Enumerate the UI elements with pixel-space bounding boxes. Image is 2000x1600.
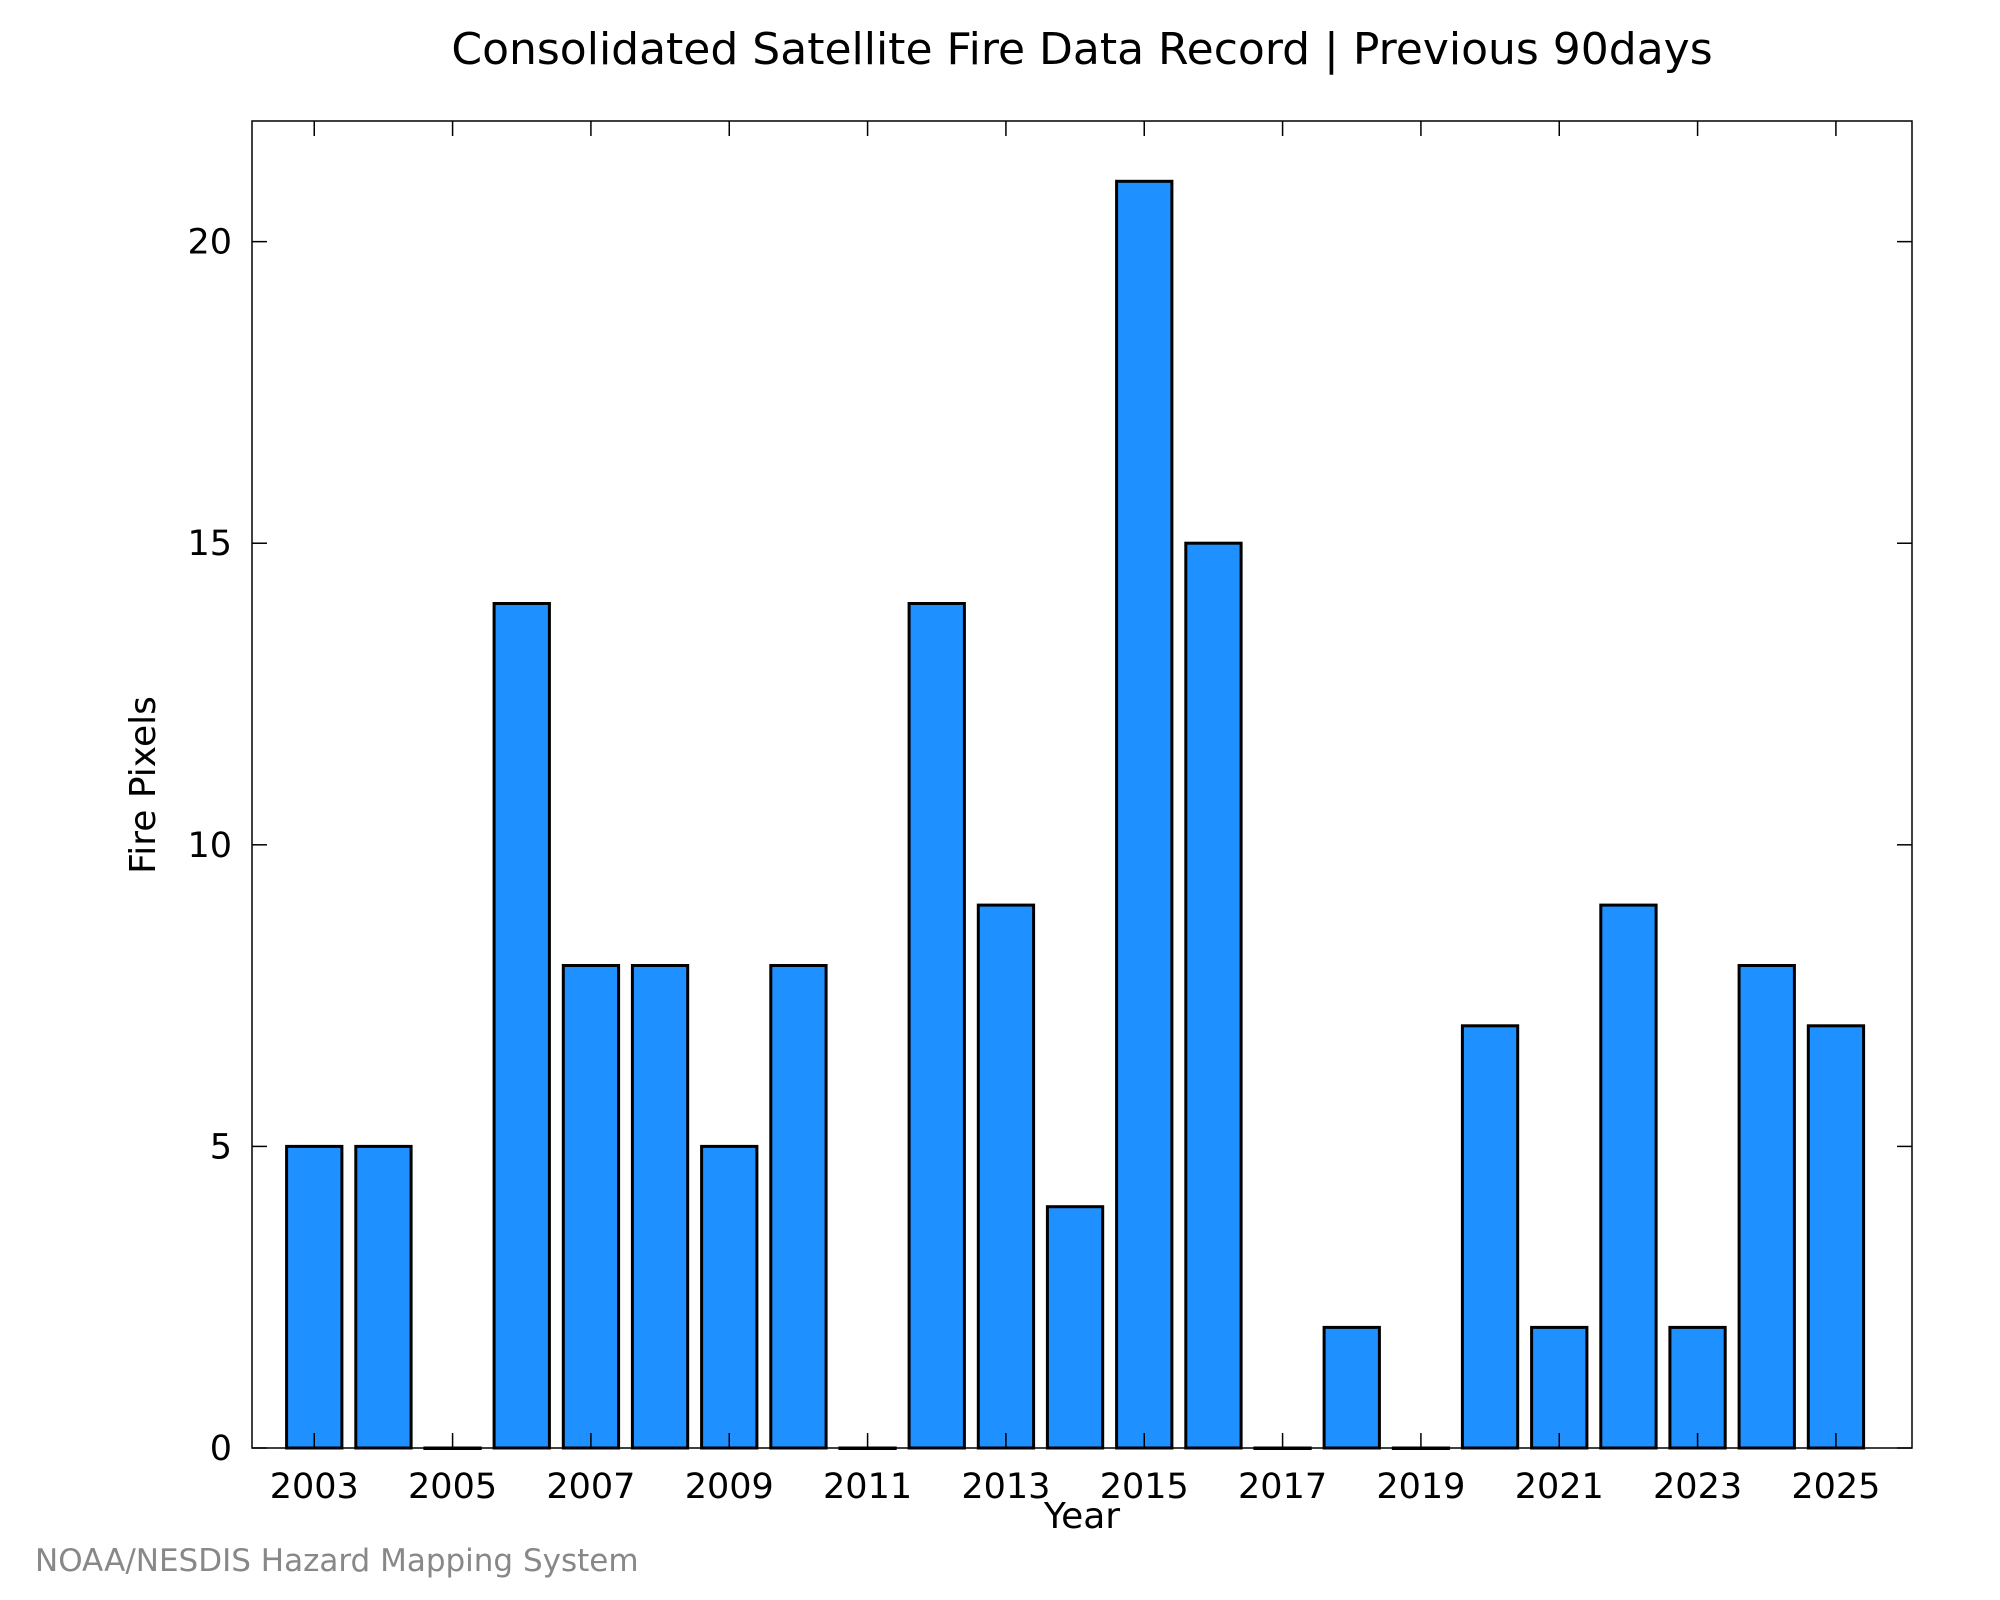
plot-frame xyxy=(251,120,1913,1449)
y-tick-label-15: 15 xyxy=(187,524,232,564)
y-axis-ticks: 0 5 10 15 20 xyxy=(187,223,1912,1469)
y-tick-label-5: 5 xyxy=(210,1127,232,1167)
bar-2003 xyxy=(285,1144,344,1450)
x-tick-label-2003: 2003 xyxy=(270,1467,359,1507)
bar-2025 xyxy=(1806,1024,1866,1450)
x-tick-label-2017: 2017 xyxy=(1238,1467,1327,1507)
x-tick-label-2015: 2015 xyxy=(1100,1467,1189,1507)
chart-title: Consolidated Satellite Fire Data Record … xyxy=(451,24,1712,75)
bars-group xyxy=(285,179,1866,1450)
x-tick-label-2019: 2019 xyxy=(1376,1467,1465,1507)
x-tick-label-2013: 2013 xyxy=(961,1467,1050,1507)
x-axis-label: Year xyxy=(1043,1496,1120,1537)
bar-2014 xyxy=(1045,1205,1105,1450)
bar-2020 xyxy=(1460,1024,1520,1450)
x-axis-ticks: 2003 2005 2007 2009 2011 2013 2015 2017 2019 2021… xyxy=(270,121,1880,1507)
y-tick-label-20: 20 xyxy=(187,223,232,263)
x-tick-label-2025: 2025 xyxy=(1791,1467,1880,1507)
bar-2009 xyxy=(700,1144,759,1450)
y-tick-label-10: 10 xyxy=(187,826,232,866)
x-tick-label-2005: 2005 xyxy=(408,1467,497,1507)
bar-2008 xyxy=(630,964,690,1450)
bar-2004 xyxy=(354,1144,413,1450)
bar-2012 xyxy=(907,602,966,1450)
bar-2018 xyxy=(1322,1325,1381,1450)
credit-text: NOAA/NESDIS Hazard Mapping System xyxy=(35,1543,639,1579)
bar-2010 xyxy=(769,964,828,1450)
bar-2023 xyxy=(1668,1325,1727,1450)
bar-2006 xyxy=(492,602,551,1450)
x-tick-label-2023: 2023 xyxy=(1653,1467,1742,1507)
x-tick-label-2007: 2007 xyxy=(546,1467,635,1507)
x-tick-label-2021: 2021 xyxy=(1515,1467,1604,1507)
y-axis-label: Fire Pixels xyxy=(123,696,164,874)
bar-2007 xyxy=(561,964,621,1450)
bar-2016 xyxy=(1184,541,1243,1450)
x-tick-label-2009: 2009 xyxy=(685,1467,774,1507)
x-tick-label-2011: 2011 xyxy=(823,1467,912,1507)
bar-2015 xyxy=(1115,179,1174,1450)
bar-2022 xyxy=(1599,903,1658,1450)
bar-2013 xyxy=(976,903,1036,1450)
bar-2024 xyxy=(1737,964,1796,1450)
bar-2021 xyxy=(1530,1325,1589,1450)
y-tick-label-0: 0 xyxy=(210,1429,232,1469)
